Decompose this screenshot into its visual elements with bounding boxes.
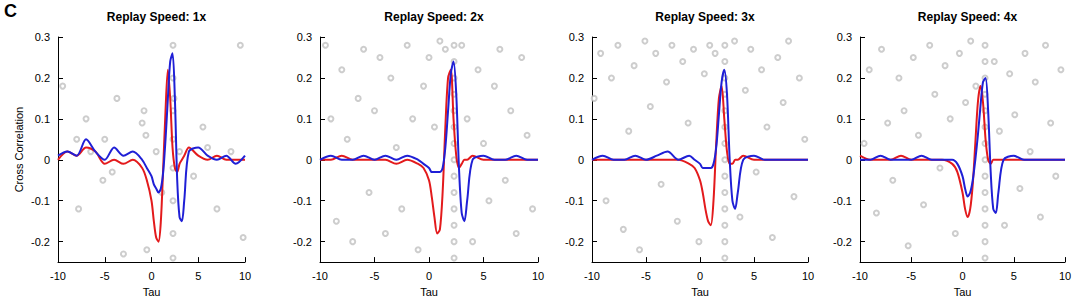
svg-text:-0.2: -0.2 (833, 236, 852, 248)
svg-text:0.2: 0.2 (569, 72, 584, 84)
svg-text:5: 5 (195, 270, 201, 282)
svg-text:0.3: 0.3 (837, 31, 852, 43)
svg-text:-10: -10 (312, 270, 328, 282)
svg-text:-0.1: -0.1 (31, 195, 50, 207)
svg-text:10: 10 (802, 270, 814, 282)
svg-text:0.1: 0.1 (297, 113, 312, 125)
svg-text:-0.2: -0.2 (565, 236, 584, 248)
svg-text:0: 0 (426, 270, 432, 282)
svg-text:-10: -10 (50, 270, 66, 282)
svg-text:Replay Speed: 2x: Replay Speed: 2x (384, 10, 484, 24)
svg-text:-0.1: -0.1 (833, 195, 852, 207)
svg-text:Replay Speed: 4x: Replay Speed: 4x (918, 10, 1018, 24)
svg-text:-10: -10 (852, 270, 868, 282)
svg-text:C: C (4, 1, 17, 21)
svg-text:-5: -5 (370, 270, 380, 282)
svg-text:-5: -5 (906, 270, 916, 282)
svg-text:Replay Speed: 1x: Replay Speed: 1x (107, 10, 207, 24)
svg-text:0.1: 0.1 (837, 113, 852, 125)
svg-text:-5: -5 (100, 270, 110, 282)
svg-text:5: 5 (751, 270, 757, 282)
svg-text:0: 0 (959, 270, 965, 282)
svg-text:-5: -5 (641, 270, 651, 282)
svg-text:10: 10 (532, 270, 544, 282)
svg-text:0: 0 (306, 154, 312, 166)
svg-text:0.3: 0.3 (35, 31, 50, 43)
svg-text:0.2: 0.2 (837, 72, 852, 84)
svg-text:0.3: 0.3 (569, 31, 584, 43)
svg-text:0: 0 (44, 154, 50, 166)
svg-text:0: 0 (148, 270, 154, 282)
svg-text:Tau: Tau (143, 286, 161, 298)
svg-text:0: 0 (697, 270, 703, 282)
svg-text:0: 0 (846, 154, 852, 166)
svg-text:-0.1: -0.1 (565, 195, 584, 207)
svg-text:0: 0 (578, 154, 584, 166)
svg-text:0.2: 0.2 (35, 72, 50, 84)
svg-text:-10: -10 (584, 270, 600, 282)
svg-text:-0.2: -0.2 (293, 236, 312, 248)
svg-text:-0.2: -0.2 (31, 236, 50, 248)
svg-text:Tau: Tau (420, 286, 438, 298)
svg-text:-0.1: -0.1 (293, 195, 312, 207)
svg-text:Tau: Tau (954, 286, 972, 298)
svg-text:0.3: 0.3 (297, 31, 312, 43)
svg-text:5: 5 (1011, 270, 1017, 282)
svg-text:Replay Speed: 3x: Replay Speed: 3x (655, 10, 755, 24)
svg-text:10: 10 (239, 270, 251, 282)
svg-text:0.1: 0.1 (35, 113, 50, 125)
svg-text:5: 5 (480, 270, 486, 282)
svg-text:0.2: 0.2 (297, 72, 312, 84)
svg-text:10: 10 (1059, 270, 1071, 282)
svg-text:Cross Correlation: Cross Correlation (13, 107, 25, 193)
svg-text:0.1: 0.1 (569, 113, 584, 125)
svg-text:Tau: Tau (691, 286, 709, 298)
